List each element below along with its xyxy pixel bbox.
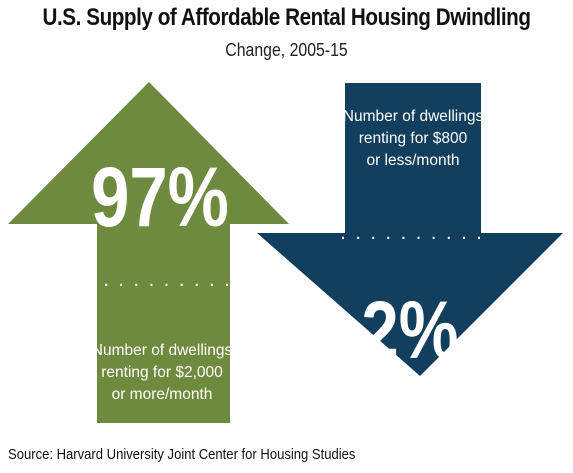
up-arrow-value: 97% — [91, 151, 229, 245]
up-arrow-label-line-3: or more/month — [112, 386, 213, 403]
up-arrow-label-line-1: Number of dwellings — [92, 342, 233, 359]
up-arrow-label-line-2: renting for $2,000 — [101, 364, 223, 381]
up-arrow-divider: . . . . . . . . . . — [88, 269, 232, 291]
source-note: Source: Harvard University Joint Center … — [8, 447, 356, 463]
infographic-title: U.S. Supply of Affordable Rental Housing… — [42, 4, 531, 31]
down-arrow-value: 2% — [361, 284, 458, 376]
down-arrow-shape — [257, 83, 563, 376]
down-arrow-divider: . . . . . . . . . . — [340, 222, 484, 244]
down-arrow-label-line-3: or less/month — [366, 152, 459, 169]
down-arrow-label-line-2: renting for $800 — [359, 130, 468, 147]
infographic-subtitle: Change, 2005-15 — [225, 40, 348, 60]
down-arrow-label-line-1: Number of dwellings — [343, 108, 484, 125]
up-arrow-shape — [8, 82, 289, 423]
